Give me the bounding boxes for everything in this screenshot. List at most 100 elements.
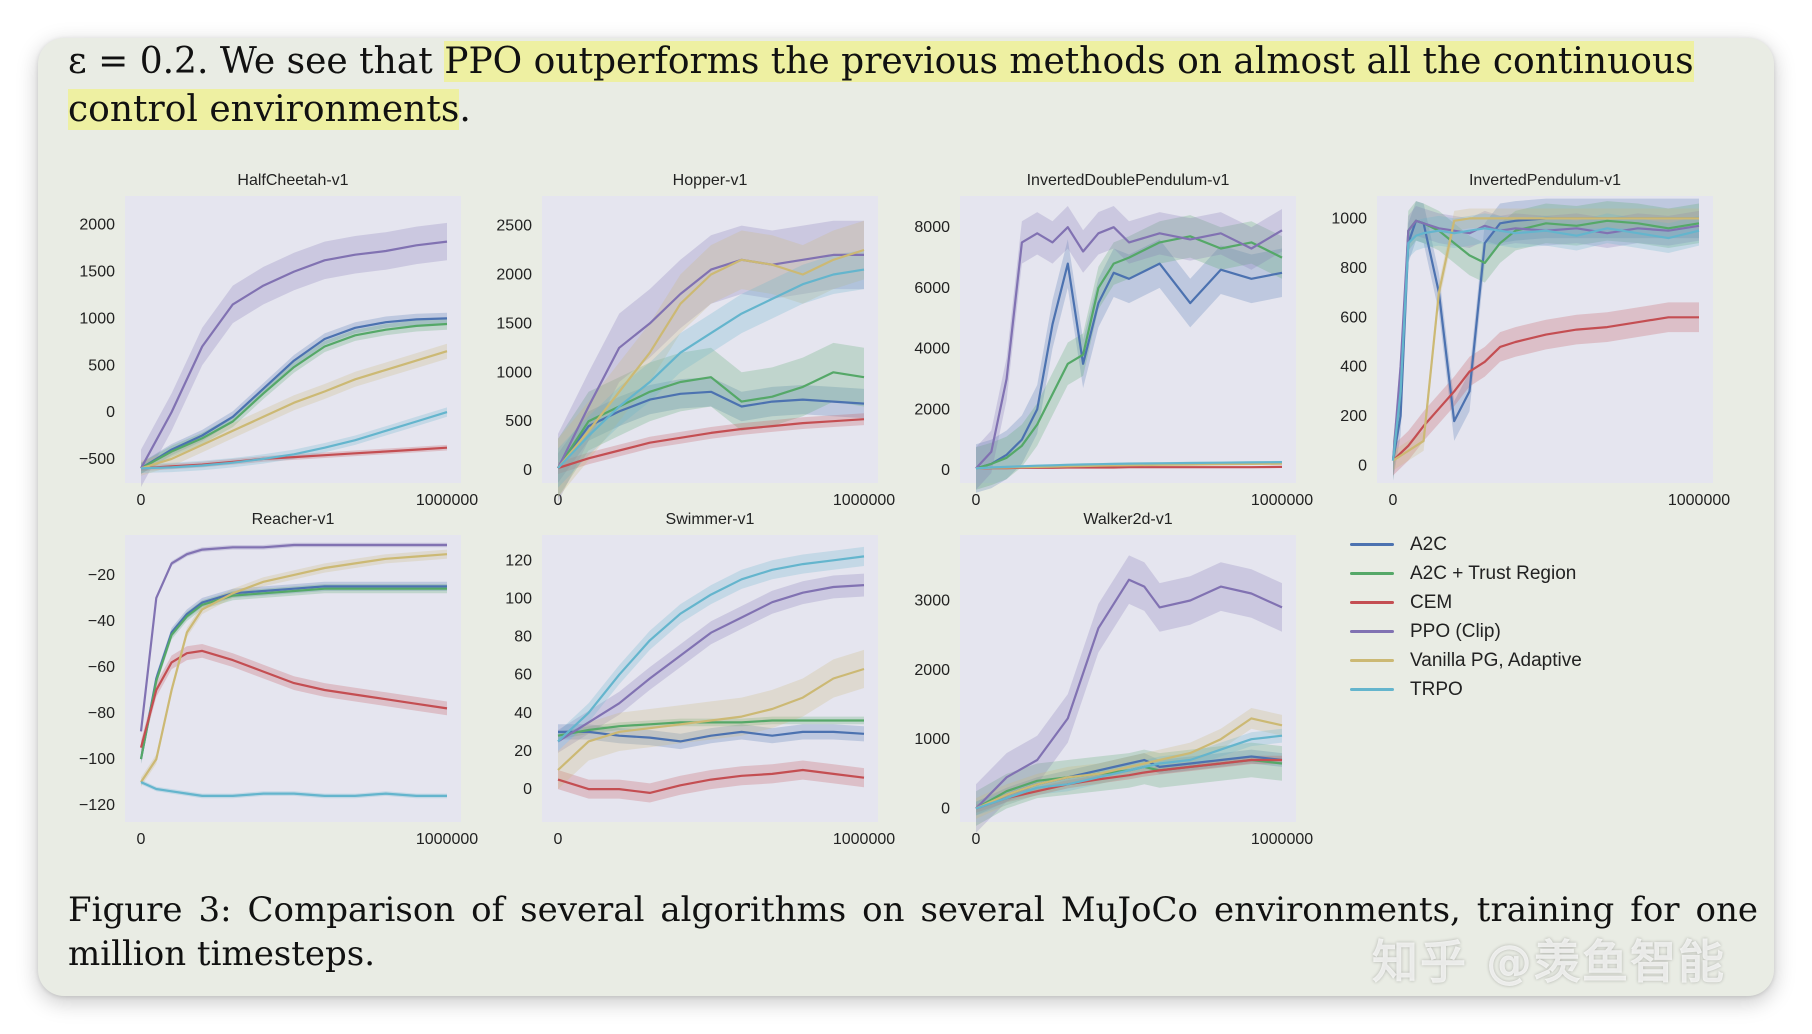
band-a2c-trust-region: [141, 318, 447, 474]
x-tick-label: 1000000: [833, 831, 895, 848]
plot-area: [125, 196, 461, 483]
y-tick-label: 2000: [496, 266, 532, 283]
line-ppo-clip: [975, 226, 1283, 470]
y-tick-label: 1500: [79, 264, 115, 281]
y-tick-label: −100: [79, 751, 115, 768]
band-a2c: [558, 377, 864, 483]
band-a2c-trust-region: [976, 742, 1282, 826]
band-a2c: [1393, 198, 1699, 481]
plot-swimmer-v1: 0 20 40 60 80 100 120 0 1000000: [505, 535, 895, 848]
line-vanilla-pg-adaptive: [975, 717, 1283, 810]
plot-halfcheetah-v1: −500 0 500 1000 1500 2000 0 1000000: [79, 196, 478, 509]
band-trpo: [976, 728, 1282, 816]
y-tick-label: 0: [523, 462, 532, 479]
x-tick-label: 1000000: [1668, 492, 1730, 509]
line-a2c: [139, 585, 447, 760]
y-tick-label: 800: [1340, 260, 1367, 277]
x-tick-label: 0: [972, 831, 981, 848]
line-trpo: [557, 555, 865, 743]
figure-caption: Figure 3: Comparison of several algorith…: [68, 890, 1758, 974]
band-trpo: [1393, 213, 1699, 476]
x-tick-label: 1000000: [833, 492, 895, 509]
y-tick-label: 0: [941, 801, 950, 818]
line-ppo-clip: [1391, 219, 1700, 461]
y-tick-label: 400: [1340, 359, 1367, 376]
watermark: 知乎 @羡鱼智能: [1372, 935, 1727, 989]
y-tick-label: 4000: [914, 341, 950, 358]
x-tick-label: 1000000: [416, 831, 478, 848]
x-tick-label: 1000000: [1251, 831, 1313, 848]
y-tick-label: 1000: [79, 310, 115, 327]
band-ppo-clip: [141, 222, 447, 488]
plot-walker2d-v1: 0 1000 2000 3000 0 1000000: [914, 535, 1313, 848]
band-ppo-clip: [558, 573, 864, 753]
legend-item-trpo: TRPO: [1350, 675, 1650, 704]
band-vanilla-pg-adaptive: [1393, 208, 1699, 471]
y-tick-label: 0: [106, 404, 115, 421]
y-tick-label: 3000: [914, 592, 950, 609]
y-tick-label: −20: [88, 567, 115, 584]
line-trpo: [975, 734, 1283, 810]
line-a2c-trust-region: [557, 371, 865, 469]
legend-swatch: [1350, 688, 1394, 691]
line-a2c-trust-region: [975, 235, 1283, 470]
line-trpo: [1391, 227, 1700, 461]
y-tick-label: 2000: [79, 217, 115, 234]
x-tick-label: 0: [972, 492, 981, 509]
line-vanilla-pg-adaptive: [140, 553, 448, 783]
plot-area: [542, 535, 878, 822]
y-tick-label: 1000: [496, 364, 532, 381]
plot-title-reacher-v1: Reacher-v1: [251, 511, 335, 528]
line-trpo: [140, 411, 448, 470]
y-tick-label: 2000: [914, 662, 950, 679]
legend-label: CEM: [1410, 591, 1453, 613]
line-vanilla-pg-adaptive: [557, 667, 865, 771]
line-a2c-trust-region: [140, 322, 448, 470]
band-cem: [976, 755, 1282, 813]
plot-hopper-v1: 0 500 1000 1500 2000 2500 0 1000000: [496, 196, 895, 509]
y-tick-label: 1500: [496, 315, 532, 332]
x-tick-label: 0: [137, 492, 146, 509]
band-trpo: [558, 250, 864, 488]
line-ppo-clip: [975, 578, 1283, 810]
plot-title-inverteddoublependulum-v1: InvertedDoublePendulum-v1: [1026, 172, 1230, 189]
legend: A2C A2C + Trust Region CEM PPO (Clip) Vanill…: [1350, 530, 1650, 704]
x-tick-label: 1000000: [416, 492, 478, 509]
legend-swatch: [1350, 630, 1394, 633]
band-cem: [558, 413, 864, 474]
plot-title-invertedpendulum-v1: InvertedPendulum-v1: [1468, 172, 1622, 189]
line-a2c: [975, 262, 1283, 470]
legend-swatch: [1350, 543, 1394, 546]
intro-end-text: .: [459, 89, 471, 130]
y-tick-label: 2000: [914, 401, 950, 418]
line-vanilla-pg-adaptive: [140, 350, 448, 470]
band-a2c: [976, 239, 1282, 493]
band-vanilla-pg-adaptive: [141, 343, 447, 476]
y-tick-label: 2500: [496, 218, 532, 235]
plot-reacher-v1: −120 −100 −80 −60 −40 −20 0 1000000: [79, 535, 478, 848]
intro-paragraph: ε = 0.2. We see that PPO outperforms the…: [68, 38, 1758, 134]
line-a2c: [140, 317, 448, 470]
band-a2c-trust-region: [558, 716, 864, 740]
legend-swatch: [1350, 659, 1394, 662]
x-tick-label: 0: [1389, 492, 1398, 509]
legend-label: A2C + Trust Region: [1410, 562, 1577, 584]
y-tick-label: 1000: [1331, 210, 1367, 227]
band-ppo-clip: [976, 206, 1282, 490]
y-tick-label: 8000: [914, 219, 950, 236]
line-ppo-clip: [140, 240, 448, 469]
plot-invertedpendulum-v1: 0 200 400 600 800 1000 0 1000000: [1331, 196, 1730, 509]
legend-label: Vanilla PG, Adaptive: [1410, 649, 1582, 671]
plot-title-hopper-v1: Hopper-v1: [672, 172, 748, 189]
line-cem: [139, 649, 448, 748]
line-ppo-clip: [557, 253, 864, 469]
y-tick-label: 500: [88, 357, 115, 374]
plot-title-walker2d-v1: Walker2d-v1: [1083, 511, 1173, 528]
band-vanilla-pg-adaptive: [558, 220, 864, 498]
line-a2c-trust-region: [557, 719, 864, 737]
plot-title-halfcheetah-v1: HalfCheetah-v1: [237, 172, 349, 189]
y-tick-label: −80: [88, 705, 115, 722]
y-tick-label: 600: [1340, 309, 1367, 326]
y-tick-label: 0: [1358, 458, 1367, 475]
legend-item-vanilla-pg-adaptive: Vanilla PG, Adaptive: [1350, 646, 1650, 675]
